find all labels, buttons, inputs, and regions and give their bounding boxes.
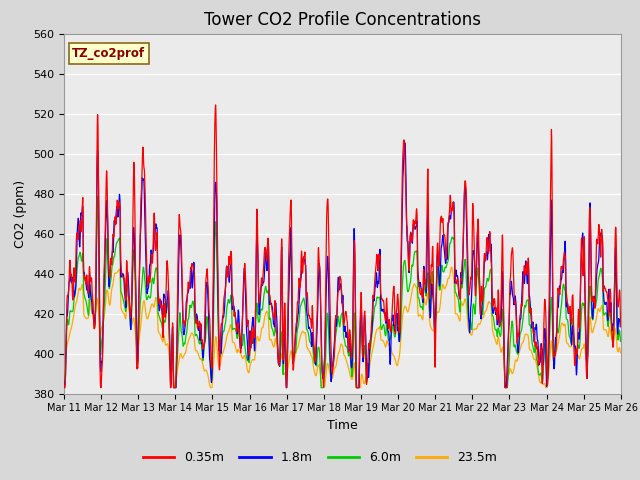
Title: Tower CO2 Profile Concentrations: Tower CO2 Profile Concentrations (204, 11, 481, 29)
Text: TZ_co2prof: TZ_co2prof (72, 47, 145, 60)
Legend: 0.35m, 1.8m, 6.0m, 23.5m: 0.35m, 1.8m, 6.0m, 23.5m (138, 446, 502, 469)
X-axis label: Time: Time (327, 419, 358, 432)
Y-axis label: CO2 (ppm): CO2 (ppm) (15, 180, 28, 248)
